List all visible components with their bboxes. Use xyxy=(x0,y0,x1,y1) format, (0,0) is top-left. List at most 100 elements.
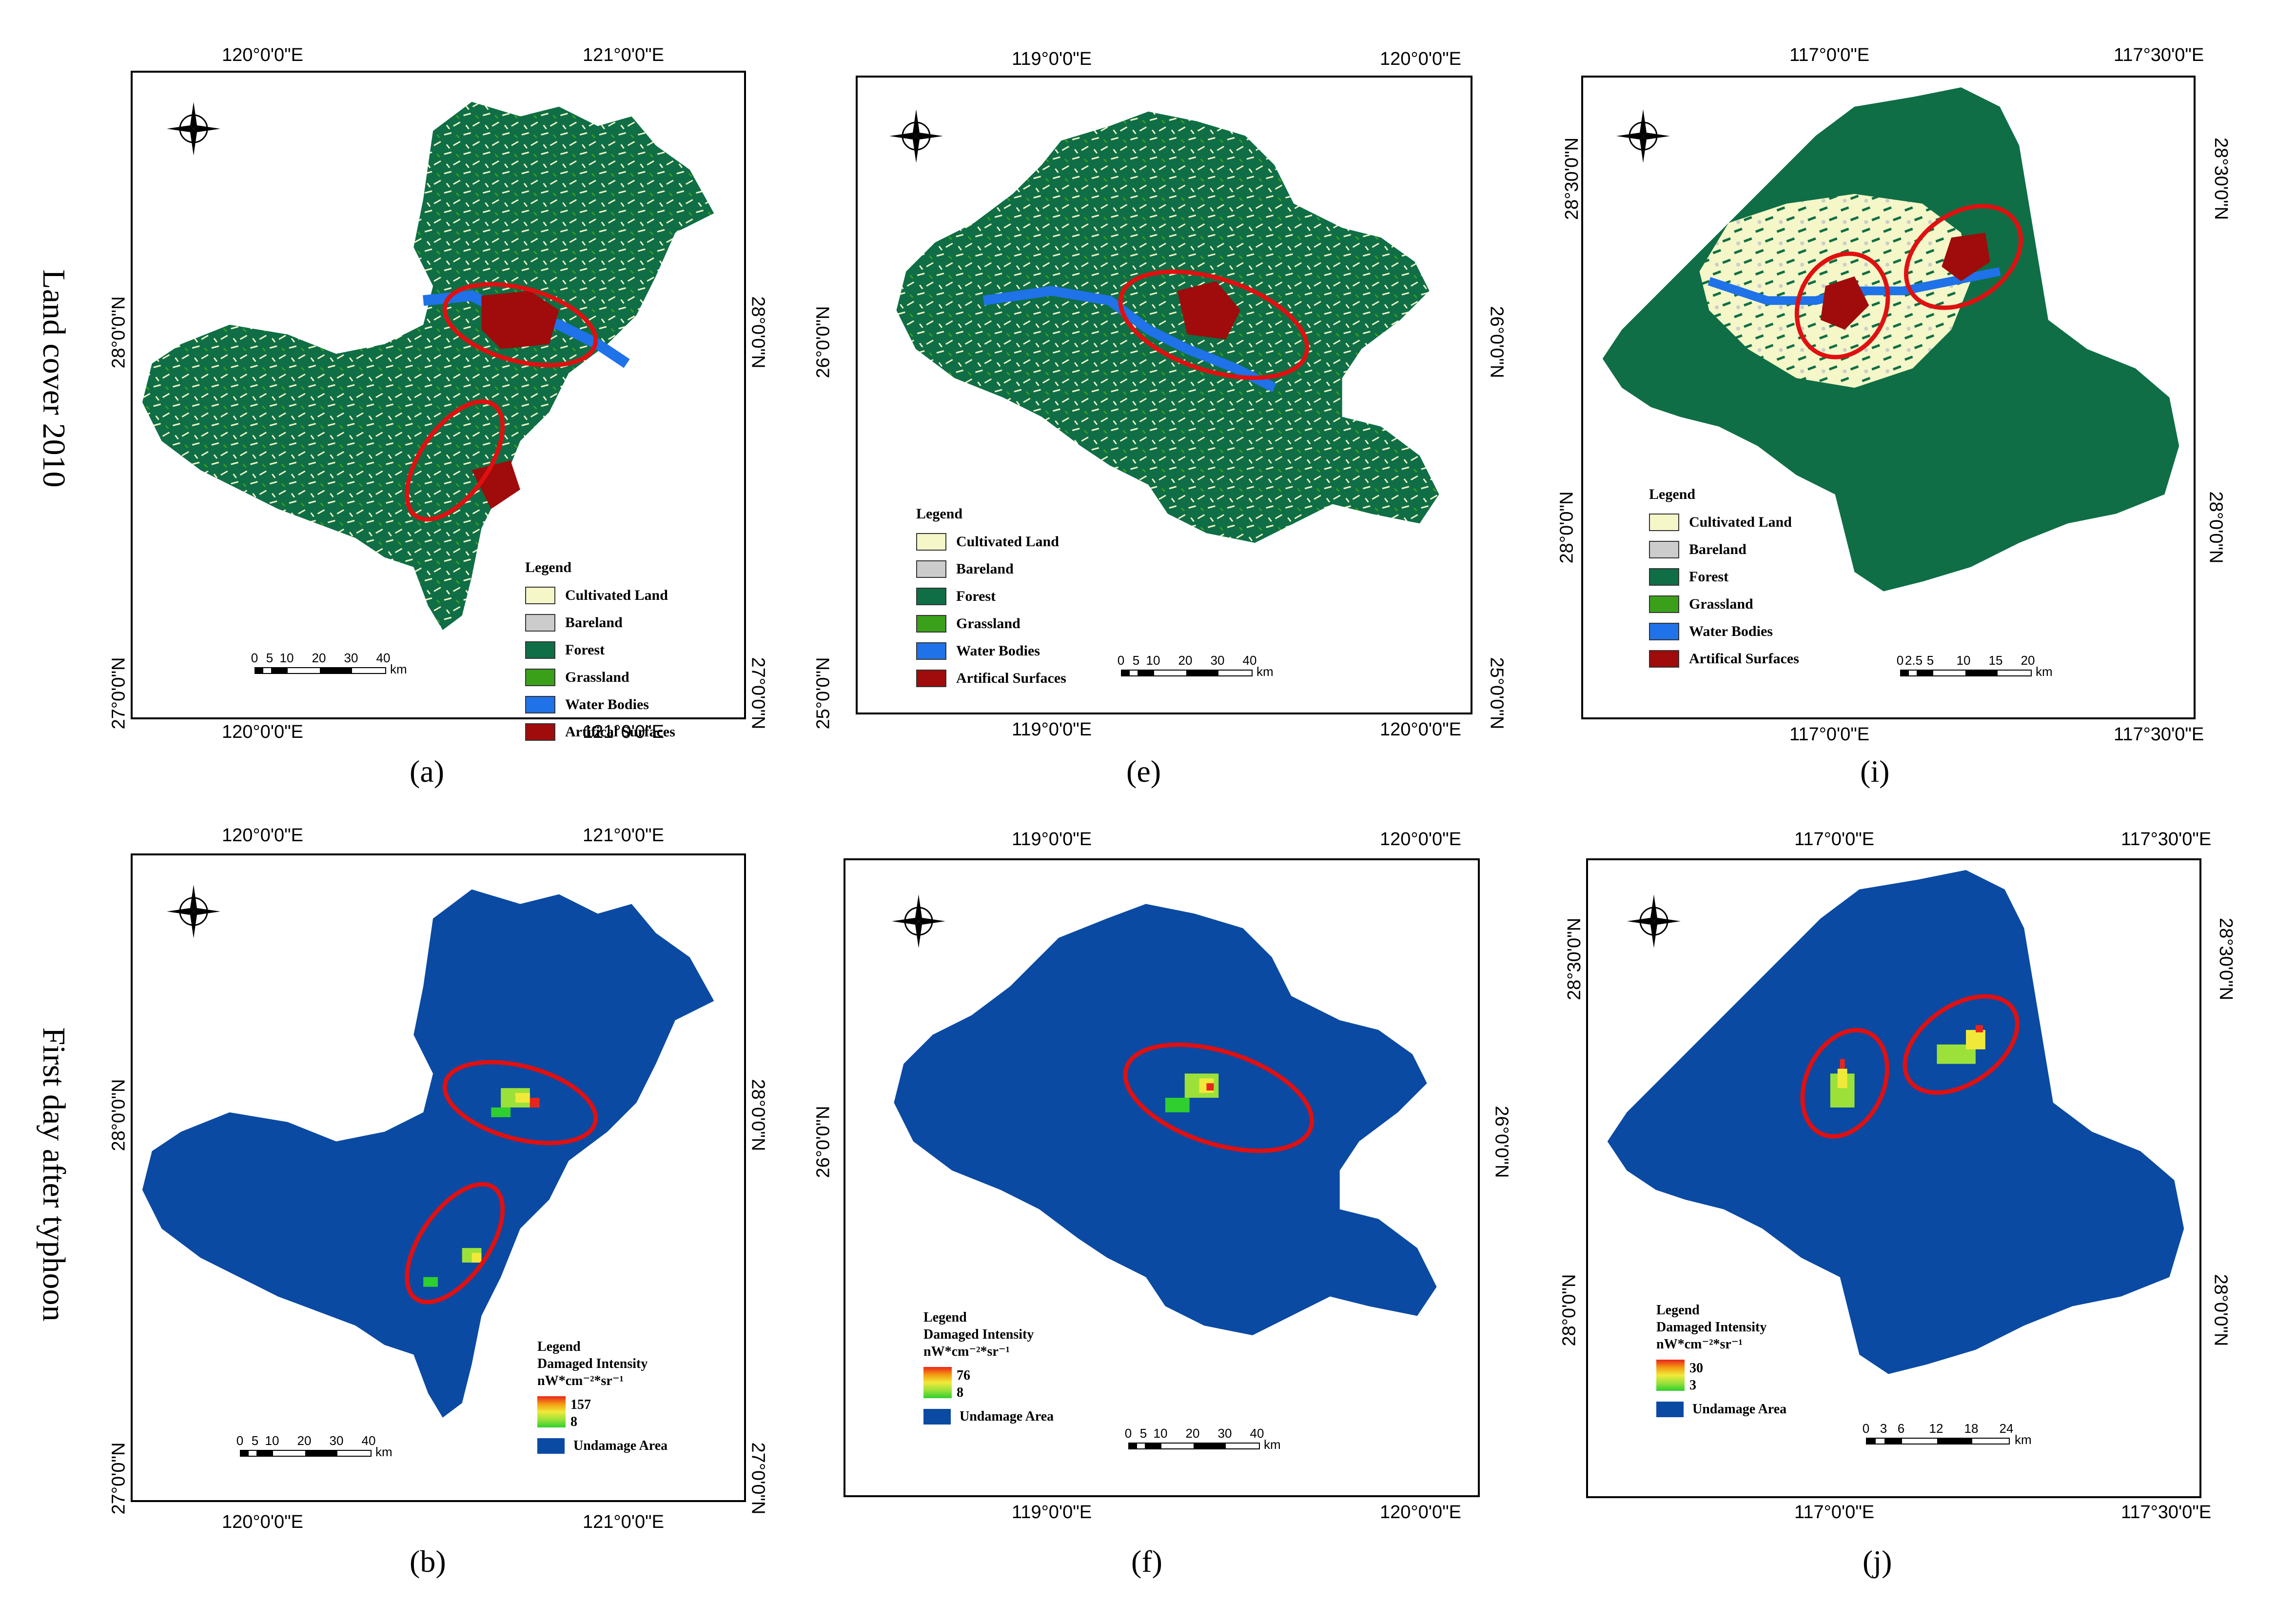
caption-i: (i) xyxy=(1860,754,1890,789)
urban-a1 xyxy=(481,291,559,349)
left-tick-b-1: 28°0'0"N xyxy=(108,1079,129,1151)
left-tick-j-1: 28°30'0"N xyxy=(1564,917,1585,1001)
legend-item-label: Grassland xyxy=(1689,596,1753,612)
legend-title: Legend xyxy=(537,1339,581,1354)
legend-title: Legend xyxy=(525,559,572,575)
highlight-ellipse-b2 xyxy=(405,1182,505,1305)
top-tick-f-2: 120°0'0"E xyxy=(1380,829,1461,850)
legend-item-label: Forest xyxy=(1689,569,1729,585)
bottom-tick-f-1: 119°0'0"E xyxy=(1012,1502,1092,1523)
undamaged-area-f xyxy=(894,904,1437,1336)
legend-unit: nW*cm⁻²*sr⁻¹ xyxy=(1656,1337,1743,1352)
legend-i: Legend Cultivated Land Bareland Forest G… xyxy=(1649,487,1799,673)
top-tick-i-1: 117°0'0"E xyxy=(1789,45,1870,65)
bottom-tick-i-1: 117°0'0"E xyxy=(1789,724,1870,745)
caption-b: (b) xyxy=(410,1544,446,1579)
north-arrow-j xyxy=(1622,890,1686,953)
top-tick-i-2: 117°30'0"E xyxy=(2114,45,2204,65)
bottom-tick-e-2: 120°0'0"E xyxy=(1380,719,1461,740)
highlight-ellipse-b1 xyxy=(442,1060,598,1146)
damage-legend-j: Legend Damaged Intensity nW*cm⁻²*sr⁻¹ 30… xyxy=(1656,1302,1786,1418)
legend-item-label: Forest xyxy=(565,642,605,658)
caption-j: (j) xyxy=(1863,1544,1892,1579)
damage-cluster-f1 xyxy=(1165,1073,1219,1112)
land-region-e xyxy=(896,111,1439,543)
legend-undamage: Undamage Area xyxy=(1692,1402,1787,1417)
right-tick-i-1: 28°30'0"N xyxy=(2211,137,2232,220)
legend-subtitle: Damaged Intensity xyxy=(923,1327,1034,1342)
bottom-tick-e-1: 119°0'0"E xyxy=(1012,719,1092,740)
highlight-ellipse-j1 xyxy=(1800,1028,1889,1139)
top-tick-e-1: 119°0'0"E xyxy=(1012,49,1092,69)
damage-legend-b: Legend Damaged Intensity nW*cm⁻²*sr⁻¹ 15… xyxy=(537,1338,667,1454)
urban-e1 xyxy=(1177,281,1241,339)
north-arrow-i xyxy=(1611,104,1675,168)
map-frame-j: Legend Damaged Intensity nW*cm⁻²*sr⁻¹ 30… xyxy=(1586,858,2201,1498)
highlight-ellipse-e xyxy=(1118,269,1310,380)
undamaged-area-j xyxy=(1607,870,2184,1374)
left-tick-i-2: 28°0'0"N xyxy=(1556,491,1577,564)
legend-min: 8 xyxy=(957,1385,963,1400)
north-arrow-b xyxy=(162,880,225,943)
left-tick-i-1: 28°30'0"N xyxy=(1562,137,1583,220)
urban-i2 xyxy=(1942,233,1990,281)
urban-a2 xyxy=(471,460,520,509)
legend-item-label: Cultivated Land xyxy=(1689,514,1792,530)
bottom-tick-a-2: 121°0'0"E xyxy=(583,722,664,742)
legend-title: Legend xyxy=(1649,486,1696,502)
legend-max: 157 xyxy=(570,1397,591,1412)
map-a xyxy=(142,101,714,630)
top-tick-a-1: 120°0'0"E xyxy=(222,45,303,65)
highlight-ellipse-i1 xyxy=(1794,251,1890,359)
legend-item-label: Forest xyxy=(956,588,996,604)
damage-legend-f: Legend Damaged Intensity nW*cm⁻²*sr⁻¹ 76… xyxy=(923,1309,1054,1425)
map-f xyxy=(894,904,1437,1336)
legend-item-label: Water Bodies xyxy=(1689,623,1773,639)
legend-subtitle: Damaged Intensity xyxy=(1656,1320,1767,1335)
damage-cluster-b1 xyxy=(491,1088,540,1117)
undamaged-area-b xyxy=(142,889,714,1418)
legend-min: 8 xyxy=(570,1414,577,1429)
legend-title: Legend xyxy=(923,1310,967,1325)
right-tick-j-2: 28°0'0"N xyxy=(2210,1274,2231,1346)
map-e xyxy=(896,111,1439,543)
caption-f: (f) xyxy=(1131,1544,1162,1579)
map-frame-a: Legend Cultivated Land Bareland Forest G… xyxy=(131,71,746,741)
legend-item-label: Artifical Surfaces xyxy=(956,670,1066,686)
bottom-tick-j-2: 117°30'0"E xyxy=(2121,1502,2212,1523)
left-tick-f-1: 26°0'0"N xyxy=(813,1106,834,1178)
right-tick-a-1: 28°0'0"N xyxy=(747,296,768,369)
top-tick-j-1: 117°0'0"E xyxy=(1794,829,1875,850)
legend-item-label: Bareland xyxy=(1689,541,1747,557)
map-i xyxy=(1602,87,2179,592)
damage-cluster-j2 xyxy=(1937,1025,1985,1064)
urban-i1 xyxy=(1820,276,1869,330)
right-tick-b-2: 27°0'0"N xyxy=(747,1442,768,1515)
damage-cluster-j1 xyxy=(1830,1059,1855,1108)
left-tick-a-1: 28°0'0"N xyxy=(108,296,129,369)
bottom-tick-a-1: 120°0'0"E xyxy=(222,722,303,742)
top-tick-a-2: 121°0'0"E xyxy=(583,45,664,65)
left-tick-a-2: 27°0'0"N xyxy=(108,657,129,730)
legend-title: Legend xyxy=(1656,1303,1700,1318)
legend-item-label: Cultivated Land xyxy=(565,587,668,603)
scale-bar-i: 0 2.5 5 10 15 20 km xyxy=(1896,653,2053,679)
top-tick-b-1: 120°0'0"E xyxy=(222,825,303,846)
top-tick-j-2: 117°30'0"E xyxy=(2121,829,2212,850)
land-region-a xyxy=(142,101,714,630)
highlight-ellipse-a1 xyxy=(442,282,598,368)
right-tick-b-1: 28°0'0"N xyxy=(747,1079,768,1151)
bottom-tick-b-2: 121°0'0"E xyxy=(583,1512,664,1532)
legend-unit: nW*cm⁻²*sr⁻¹ xyxy=(537,1373,624,1388)
map-frame-b: Legend Damaged Intensity nW*cm⁻²*sr⁻¹ 15… xyxy=(131,853,746,1502)
river-e xyxy=(982,286,1277,392)
highlight-ellipse-a2 xyxy=(405,399,505,522)
right-tick-a-2: 27°0'0"N xyxy=(747,657,768,730)
legend-item-label: Artifical Surfaces xyxy=(565,724,675,740)
legend-item-label: Cultivated Land xyxy=(956,534,1059,550)
highlight-ellipse-j2 xyxy=(1903,994,2020,1095)
